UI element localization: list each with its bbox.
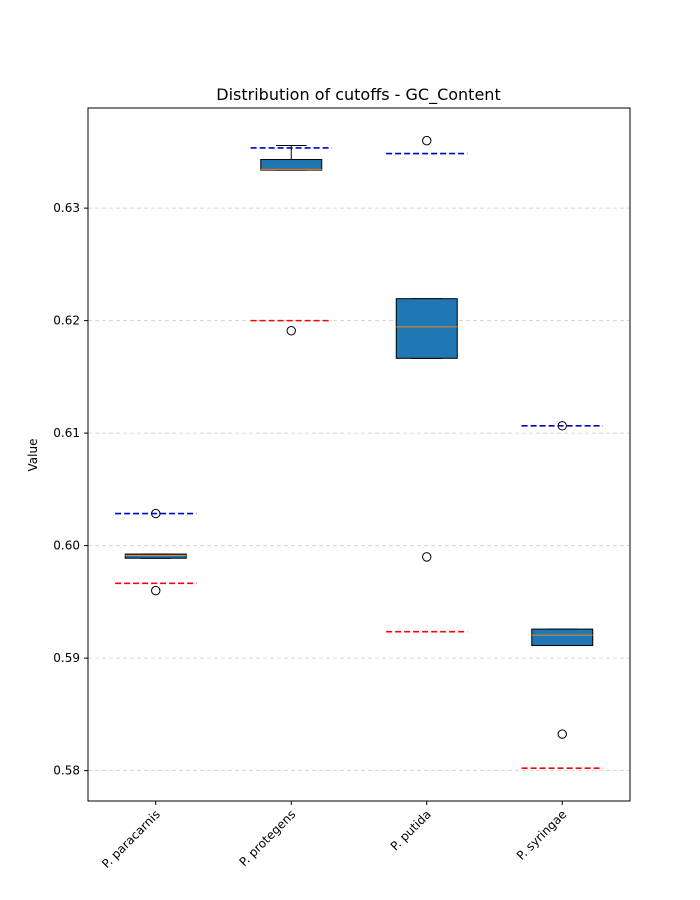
- x-tick-label: P. protegens: [236, 807, 298, 869]
- cutoff-lines: [115, 147, 603, 769]
- y-tick-label: 0.59: [53, 651, 80, 665]
- x-tick-label: P. putida: [388, 807, 434, 853]
- boxes: [124, 135, 594, 739]
- x-axis-ticks: P. paracarnis P. protegens P. putida P. syr…: [99, 801, 569, 871]
- y-tick-label: 0.60: [53, 539, 80, 553]
- x-tick-label: P. syringae: [514, 807, 570, 863]
- outlier-point: [422, 552, 432, 562]
- y-tick-label: 0.62: [53, 314, 80, 328]
- box: [124, 553, 187, 559]
- outlier-point: [557, 421, 567, 431]
- box: [260, 159, 323, 171]
- y-tick-label: 0.63: [53, 201, 80, 215]
- grid-lines: [88, 207, 630, 772]
- y-axis-label: Value: [26, 439, 40, 472]
- chart-title: Distribution of cutoffs - GC_Content: [216, 85, 500, 105]
- box: [531, 628, 594, 647]
- y-tick-label: 0.61: [53, 426, 80, 440]
- outlier-point: [151, 508, 161, 519]
- y-tick-label: 0.58: [53, 764, 80, 778]
- outlier-point: [422, 135, 432, 146]
- plot-frame: [87, 107, 631, 802]
- outlier-point: [557, 729, 567, 739]
- outlier-point: [286, 326, 296, 336]
- x-tick-label: P. paracarnis: [99, 807, 163, 871]
- box: [395, 298, 458, 359]
- y-axis-ticks: 0.58 0.59 0.60 0.61 0.62 0.63: [53, 201, 88, 778]
- outlier-point: [151, 585, 161, 596]
